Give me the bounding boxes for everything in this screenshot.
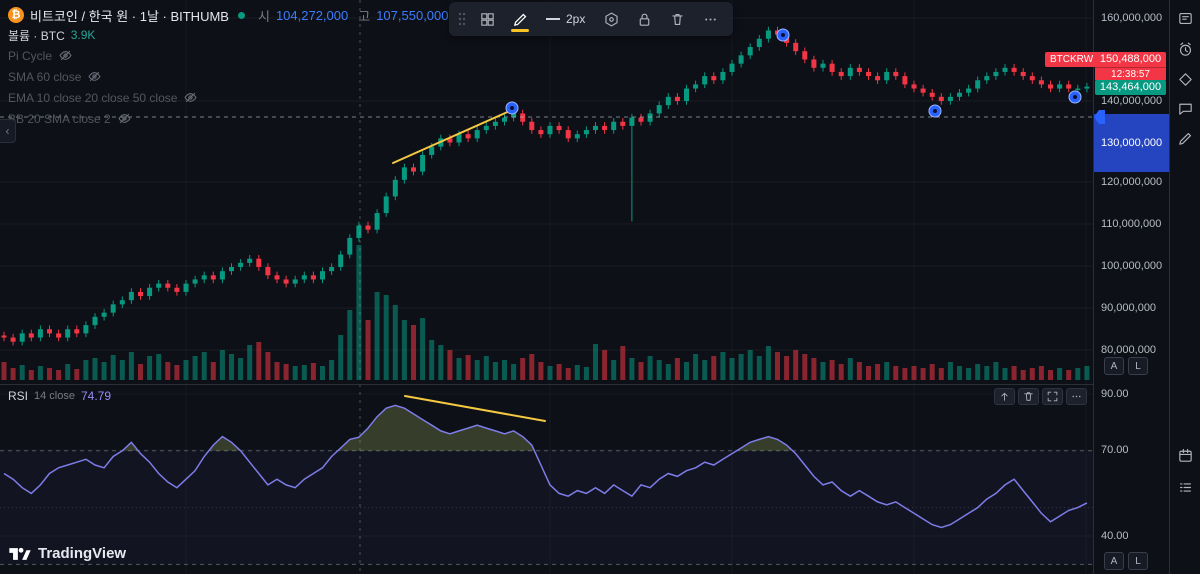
templates-grid-icon[interactable] <box>472 5 502 33</box>
high-label: 고 <box>358 8 371 24</box>
bar-countdown: 12:38:57 <box>1095 67 1166 81</box>
rsi-tick: 40.00 <box>1101 530 1129 542</box>
eye-off-icon[interactable] <box>118 112 131 125</box>
symbol-legend-row[interactable]: ₿ 비트코인 / 한국 원 · 1날 · BITHUMB 시 104,272,0… <box>8 5 476 25</box>
rsi-scale-buttons: A L <box>1104 552 1148 570</box>
more-options-icon[interactable] <box>1066 388 1087 405</box>
indicator-legend-row[interactable]: EMA 10 close 20 close 50 close <box>8 87 476 108</box>
maximize-pane-icon[interactable] <box>1042 388 1063 405</box>
volume-label: 볼륨 · BTC <box>8 28 65 43</box>
lock-icon[interactable] <box>629 5 659 33</box>
log-scale-button[interactable]: L <box>1128 552 1148 570</box>
eye-off-icon[interactable] <box>88 70 101 83</box>
draw-pencil-icon[interactable] <box>505 5 535 33</box>
logo-text: TradingView <box>38 545 127 562</box>
volume-value: 3.9K <box>70 28 96 42</box>
right-sidebar <box>1169 0 1200 574</box>
legend-collapse-button[interactable]: ‹ <box>0 119 16 143</box>
market-status-icon <box>237 11 245 19</box>
price-tick: 120,000,000 <box>1101 176 1163 188</box>
tradingview-logo[interactable]: TradingView <box>8 545 126 562</box>
main-scale-buttons: A L <box>1104 357 1148 375</box>
trash-icon[interactable] <box>662 5 692 33</box>
current-price-badge: 143,464,000 <box>1095 80 1166 95</box>
settings-hexagon-icon[interactable] <box>596 5 626 33</box>
symbol-title[interactable]: 비트코인 / 한국 원 · 1날 · BITHUMB <box>30 8 229 24</box>
more-options-icon[interactable] <box>695 5 725 33</box>
eye-off-icon[interactable] <box>59 49 72 62</box>
price-tick: 160,000,000 <box>1101 12 1163 24</box>
line-width-label: 2px <box>566 12 586 26</box>
delete-pane-icon[interactable] <box>1018 388 1039 405</box>
high-value: 107,550,000 <box>376 7 449 23</box>
indicator-label: Pi Cycle <box>8 48 53 63</box>
bitcoin-icon: ₿ <box>8 7 24 23</box>
open-label: 시 <box>257 8 270 24</box>
rsi-pane-controls <box>994 388 1087 405</box>
price-axis[interactable]: 160,000,000 140,000,000 120,000,000 110,000… <box>1093 0 1177 385</box>
price-tick: 90,000,000 <box>1101 302 1157 314</box>
eye-off-icon[interactable] <box>184 91 197 104</box>
auto-scale-button[interactable]: A <box>1104 552 1124 570</box>
move-pane-up-icon[interactable] <box>994 388 1015 405</box>
rsi-legend-row[interactable]: RSI 14 close 74.79 <box>8 389 111 403</box>
indicator-legend-row[interactable]: BB 20 SMA close 2 <box>8 108 476 129</box>
edit-icon[interactable] <box>1174 127 1197 150</box>
rsi-value: 74.79 <box>81 389 112 403</box>
list-icon[interactable] <box>1174 476 1197 499</box>
chart-canvas[interactable] <box>0 0 1093 574</box>
layers-icon[interactable] <box>1174 68 1197 91</box>
auto-scale-button[interactable]: A <box>1104 357 1124 375</box>
indicator-legend-row[interactable]: Pi Cycle <box>8 45 476 66</box>
calendar-icon[interactable] <box>1174 444 1197 467</box>
price-tick: 140,000,000 <box>1101 95 1163 107</box>
symbol-price-chip: BTCKRW <box>1045 52 1099 67</box>
line-sample-icon <box>546 18 560 20</box>
chart-legend: ₿ 비트코인 / 한국 원 · 1날 · BITHUMB 시 104,272,0… <box>8 5 476 129</box>
rsi-params: 14 close <box>34 390 75 402</box>
indicator-label: BB 20 SMA close 2 <box>8 111 111 126</box>
watchlist-icon[interactable] <box>1174 7 1197 30</box>
log-scale-button[interactable]: L <box>1128 357 1148 375</box>
indicator-label: SMA 60 close <box>8 69 82 84</box>
rsi-name: RSI <box>8 389 29 403</box>
alerts-icon[interactable] <box>1174 38 1197 61</box>
volume-legend-row[interactable]: 볼륨 · BTC 3.9K <box>8 25 476 45</box>
price-tick: 110,000,000 <box>1101 218 1162 230</box>
marked-price-value: 150,488,000 <box>1099 53 1162 65</box>
price-tick: 80,000,000 <box>1101 344 1157 356</box>
drawing-toolbar: 2px <box>449 2 734 36</box>
open-value: 104,272,000 <box>275 7 349 23</box>
price-axis-selection[interactable]: 130,000,000 <box>1094 114 1177 172</box>
line-width-select[interactable]: 2px <box>538 12 593 26</box>
chat-icon[interactable] <box>1174 97 1197 120</box>
rsi-tick: 70.00 <box>1101 444 1129 456</box>
rsi-tick: 90.00 <box>1101 388 1129 400</box>
price-tick: 100,000,000 <box>1101 260 1163 272</box>
indicator-legend-row[interactable]: SMA 60 close <box>8 66 476 87</box>
toolbar-drag-handle-icon[interactable] <box>457 11 467 27</box>
indicator-label: EMA 10 close 20 close 50 close <box>8 90 178 105</box>
indicator-legend-list: Pi Cycle SMA 60 close EMA 10 close 20 clos… <box>8 45 476 129</box>
price-level-arrow-icon <box>1094 110 1105 124</box>
marked-price-badge: 150,488,000 12:38:57 <box>1095 52 1166 81</box>
